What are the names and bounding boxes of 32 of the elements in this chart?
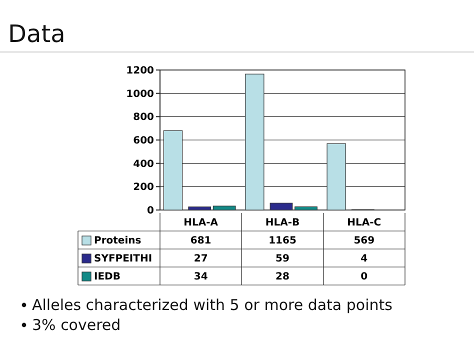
legend-label: SYFPEITHI — [94, 254, 152, 264]
bar — [294, 206, 318, 210]
legend-label: Proteins — [94, 236, 142, 246]
data-label: 569 — [354, 236, 375, 246]
data-label: 4 — [360, 254, 368, 264]
bar — [163, 130, 183, 210]
y-tick-label: 800 — [133, 112, 154, 124]
bar — [212, 206, 236, 210]
text: Alleles characterized with 5 or more data points — [32, 296, 393, 314]
data-label: 34 — [194, 272, 208, 282]
data-label: 1165 — [268, 236, 296, 246]
x-tick-label: HLA-C — [347, 218, 382, 228]
data-label: 28 — [276, 272, 290, 282]
bar — [326, 143, 346, 210]
chart-title: Data — [8, 20, 66, 48]
data-label: 681 — [190, 236, 212, 246]
legend-label: IEDB — [94, 272, 120, 282]
x-tick-label: HLA-B — [265, 218, 300, 228]
y-tick-label: 200 — [133, 182, 154, 194]
y-tick-label: 600 — [133, 136, 154, 146]
data-label: 0 — [360, 272, 368, 282]
bar — [188, 206, 212, 210]
data-label: 27 — [194, 254, 208, 264]
bar — [270, 202, 293, 210]
x-tick-label: HLA-A — [184, 218, 218, 228]
y-tick-label: 0 — [147, 206, 154, 216]
y-tick-label: 1000 — [126, 88, 154, 100]
data-label: 59 — [276, 254, 290, 264]
bar — [245, 74, 264, 210]
y-tick-label: 400 — [133, 158, 154, 170]
text: 3% covered — [32, 316, 121, 334]
y-tick-label: 1200 — [126, 66, 154, 76]
